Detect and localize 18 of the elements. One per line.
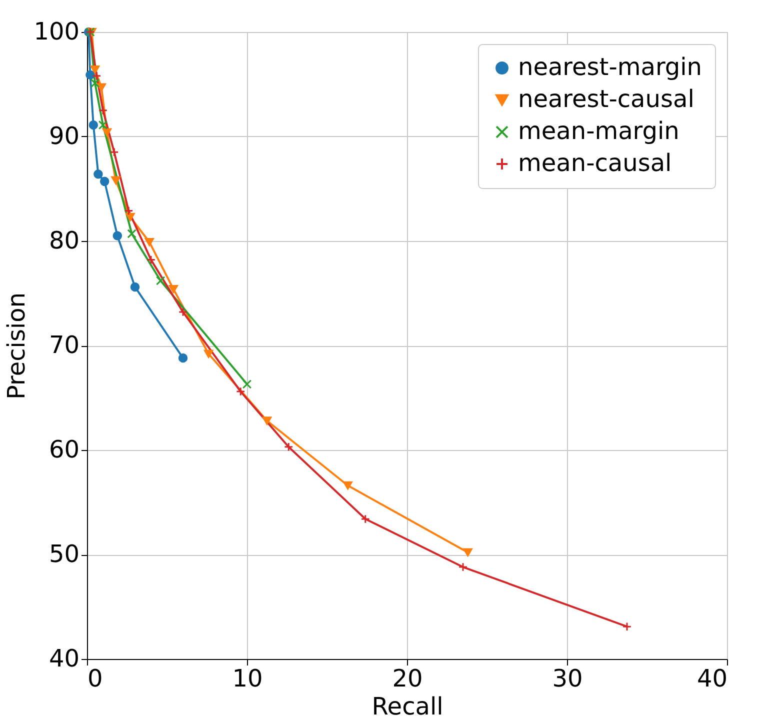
y-tick-label: 70 <box>48 331 80 359</box>
legend-label: nearest-causal <box>518 85 694 113</box>
legend-label: mean-margin <box>518 117 680 145</box>
x-tick-label: 20 <box>392 664 423 692</box>
x-tick-label: 0 <box>88 664 103 692</box>
x-tick-label: 40 <box>696 664 728 692</box>
y-tick-label: 40 <box>48 644 80 672</box>
y-tick-label: 50 <box>48 540 80 568</box>
x-tick-label: 10 <box>232 664 263 692</box>
y-tick-label: 90 <box>48 122 80 150</box>
y-axis-title: Precision <box>2 292 31 400</box>
y-tick-label: 100 <box>34 18 80 46</box>
legend-label: mean-causal <box>518 149 672 177</box>
x-tick-label: 30 <box>552 664 583 692</box>
x-axis-title: Recall <box>372 692 444 717</box>
y-tick-label: 60 <box>48 436 80 464</box>
legend-label: nearest-margin <box>518 53 702 81</box>
y-tick-label: 80 <box>48 226 80 254</box>
